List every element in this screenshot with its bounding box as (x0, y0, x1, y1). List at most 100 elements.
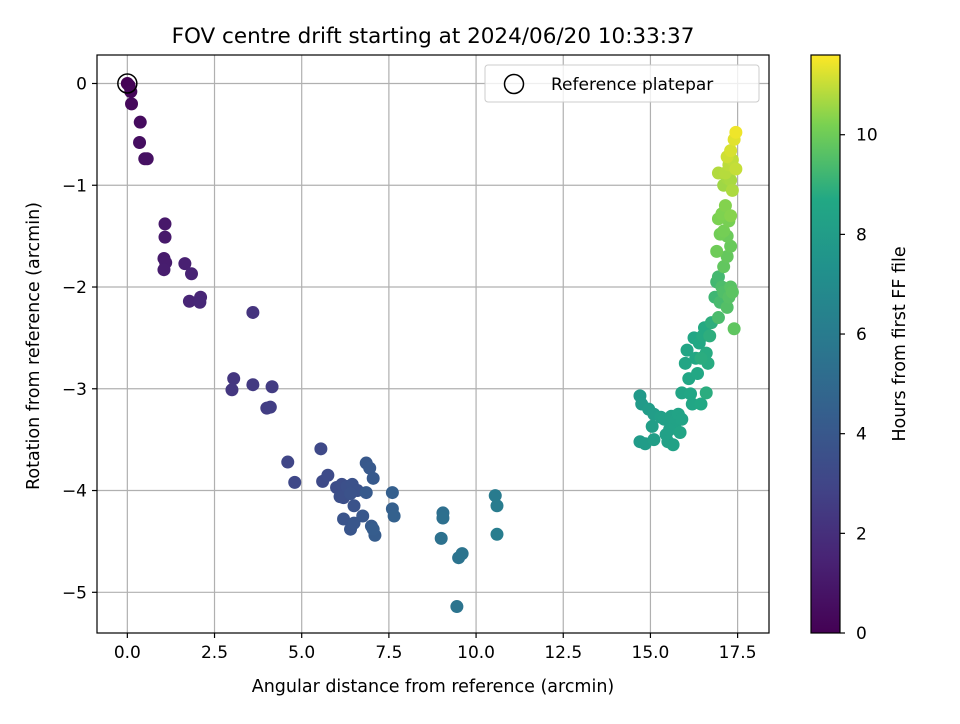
data-point (675, 412, 689, 426)
data-point (717, 260, 731, 274)
legend-box (484, 64, 760, 103)
x-tick-label: 17.5 (719, 643, 757, 663)
data-point (694, 351, 708, 365)
data-point (337, 512, 351, 526)
data-point (717, 224, 731, 238)
y-axis-label: Rotation from reference (arcmin) (24, 202, 44, 490)
data-point (263, 400, 277, 414)
colorbar-tick-label: 2 (856, 524, 867, 544)
data-point (647, 433, 661, 447)
data-point (680, 343, 694, 357)
data-point (436, 511, 450, 525)
data-point (225, 383, 239, 397)
data-point (321, 468, 335, 482)
x-tick-label: 15.0 (632, 643, 670, 663)
legend-marker (503, 73, 525, 95)
data-point (158, 230, 172, 244)
data-point (684, 387, 698, 401)
colorbar-label: Hours from first FF file (890, 246, 910, 441)
data-point (729, 162, 743, 176)
reference-platepar-marker (117, 73, 138, 94)
colorbar-tick-label: 0 (856, 624, 867, 644)
colorbar-gradient (810, 54, 841, 634)
data-point (434, 531, 448, 545)
y-tick-label: −5 (62, 583, 87, 603)
data-point (133, 115, 147, 129)
data-point (666, 438, 680, 452)
data-point (356, 509, 370, 523)
data-point (488, 489, 502, 503)
legend: Reference platepar (484, 64, 760, 103)
data-point (288, 475, 302, 489)
data-point (359, 486, 373, 500)
data-point (727, 322, 741, 336)
data-points (117, 73, 743, 614)
data-point (185, 267, 199, 281)
data-point (703, 329, 717, 343)
data-point (265, 380, 279, 394)
data-point (724, 209, 738, 223)
data-point (347, 499, 361, 513)
data-point (333, 490, 347, 504)
data-point (385, 486, 399, 500)
colorbar: 0 2 4 6 8 10 (810, 54, 878, 644)
data-point (725, 183, 739, 197)
legend-label: Reference platepar (551, 75, 713, 95)
data-point (227, 372, 241, 386)
y-tick-label: −4 (62, 482, 87, 502)
data-point (182, 294, 196, 308)
data-point (678, 356, 692, 370)
data-point (366, 471, 380, 485)
data-point (246, 305, 260, 319)
x-tick-label: 12.5 (544, 643, 582, 663)
data-point (387, 509, 401, 523)
data-point (694, 397, 708, 411)
data-point (720, 249, 734, 263)
data-point (347, 516, 361, 530)
x-tick-label: 2.5 (201, 643, 228, 663)
grid-lines (97, 55, 769, 633)
data-point (720, 300, 734, 314)
x-tick-label: 10.0 (457, 643, 495, 663)
data-point (157, 263, 171, 277)
y-tick-label: −1 (62, 176, 87, 196)
data-point (490, 527, 504, 541)
data-point (281, 455, 295, 469)
data-point (710, 244, 724, 258)
data-point (455, 547, 469, 561)
data-point (724, 239, 738, 253)
data-point (673, 426, 687, 440)
data-point (711, 270, 725, 284)
chart-title: FOV centre drift starting at 2024/06/20 … (172, 24, 695, 49)
axes: 0.0 2.5 5.0 7.5 10.0 12.5 15.0 17.5 0 −1 −2 −3 −4 −5 (62, 54, 770, 663)
data-point (178, 257, 192, 271)
data-point (193, 295, 207, 309)
x-tick-label: 7.5 (375, 643, 402, 663)
data-point (490, 499, 504, 513)
colorbar-tick-label: 4 (856, 425, 867, 445)
data-point (366, 522, 380, 536)
data-point (725, 285, 739, 299)
y-tick-label: 0 (76, 74, 87, 94)
x-tick-label: 0.0 (114, 643, 141, 663)
data-point (729, 125, 743, 139)
x-tick-label: 5.0 (288, 643, 315, 663)
data-point (645, 419, 659, 433)
x-axis-label: Angular distance from reference (arcmin) (252, 677, 615, 697)
colorbar-tick-label: 8 (856, 225, 867, 245)
data-point (246, 378, 260, 392)
data-point (450, 600, 464, 614)
data-point (699, 386, 713, 400)
data-point (125, 97, 139, 111)
plot-frame (96, 54, 770, 634)
data-point (724, 144, 738, 158)
y-tick-label: −3 (62, 380, 87, 400)
data-point (691, 367, 705, 381)
data-point (711, 311, 725, 325)
data-point (158, 217, 172, 231)
colorbar-tick-label: 10 (856, 126, 878, 146)
data-point (344, 487, 358, 501)
data-point (363, 461, 377, 475)
data-point (314, 442, 328, 456)
